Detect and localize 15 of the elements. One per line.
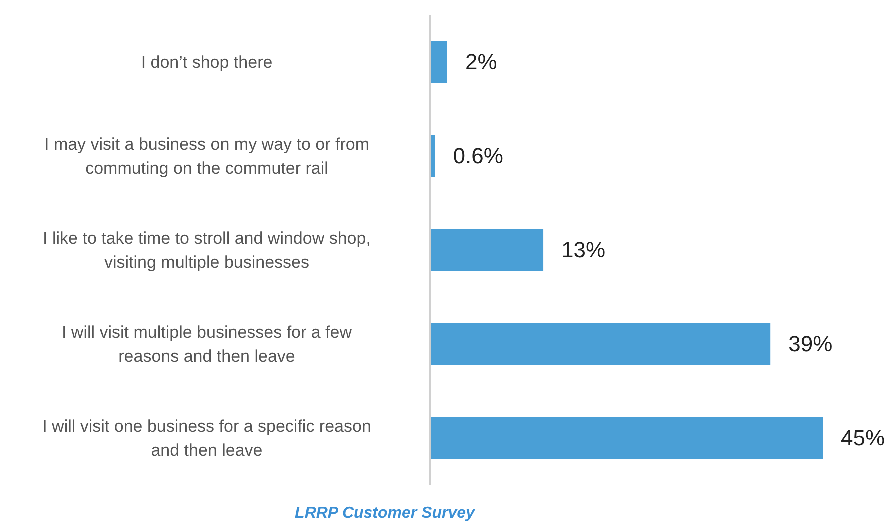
y-tick-label: I may visit a business on my way to or from commuting on the commuter rail: [44, 134, 370, 178]
data-label: 2%: [465, 50, 498, 74]
y-tick-label: I like to take time to stroll and window shop, visiting multiple businesses: [43, 228, 371, 272]
y-tick-label: I don’t shop there: [141, 52, 273, 72]
bar: [430, 229, 544, 271]
text: LRRP Customer Survey: [294, 505, 476, 523]
data-label: 39%: [788, 332, 833, 356]
data-label: 45%: [841, 426, 886, 450]
data-label: 13%: [562, 238, 606, 262]
bar: [430, 41, 448, 83]
data-label: 0.6%: [453, 144, 504, 168]
bar: [430, 417, 823, 459]
bar: [430, 323, 771, 365]
y-tick-label: I will visit one business for a specific reason and then leave: [42, 416, 372, 460]
y-tick-label: I will visit multiple businesses for a few reasons and then leave: [62, 322, 353, 366]
